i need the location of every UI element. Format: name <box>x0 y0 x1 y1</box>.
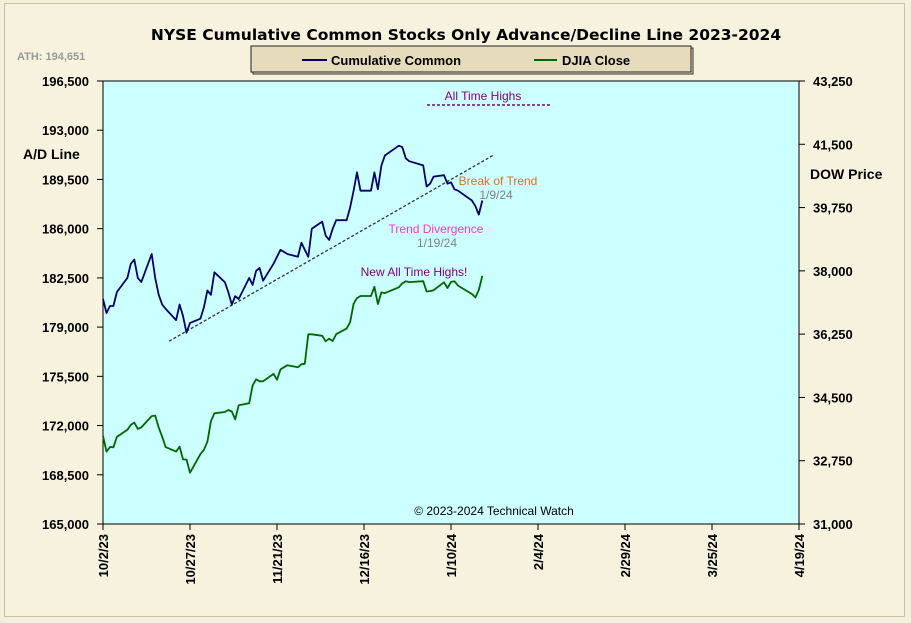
x-axis-tick-label: 3/25/24 <box>705 533 720 577</box>
left-axis-title: A/D Line <box>23 146 80 162</box>
legend-label-cumulative-common: Cumulative Common <box>331 53 461 68</box>
left-axis-tick-label: 165,000 <box>42 517 89 532</box>
copyright-label: © 2023-2024 Technical Watch <box>414 504 574 518</box>
x-axis-tick-label: 10/27/23 <box>183 534 198 585</box>
series-line-cumulative-common <box>102 144 484 334</box>
ath-label: ATH: 194,651 <box>17 51 85 63</box>
right-axis: 31,000 32,750 34,500 36,250 38,000 39,750 41,5… <box>799 74 853 532</box>
x-axis-tick-label: 10/2/23 <box>96 534 111 577</box>
x-axis-tick-label: 2/29/24 <box>618 533 633 577</box>
left-axis-tick-label: 193,000 <box>42 123 89 138</box>
x-axis-tick-label: 11/21/23 <box>270 534 285 584</box>
x-axis-tick-label: 1/10/24 <box>444 533 459 577</box>
x-axis-tick-label: 2/4/24 <box>531 533 546 570</box>
legend-label-djia-close: DJIA Close <box>562 53 630 68</box>
left-axis-tick-label: 179,000 <box>42 320 89 335</box>
series-line-djia-close <box>102 275 484 474</box>
left-axis-tick-label: 175,500 <box>42 369 89 384</box>
left-axis-tick-label: 196,500 <box>42 74 89 89</box>
right-axis-title: DOW Price <box>810 166 883 182</box>
x-axis-tick-label: 4/19/24 <box>792 533 807 577</box>
x-axis-tick-label: 12/16/23 <box>357 534 372 585</box>
right-axis-tick-label: 36,250 <box>813 327 853 342</box>
chart-title: NYSE Cumulative Common Stocks Only Advan… <box>151 26 781 44</box>
left-axis-tick-label: 189,500 <box>42 172 89 187</box>
new-all-time-highs-annotation: New All Time Highs! <box>361 265 468 279</box>
left-axis-tick-label: 186,000 <box>42 222 89 237</box>
trend-divergence-date: 1/19/24 <box>417 236 457 250</box>
right-axis-tick-label: 41,500 <box>813 137 853 152</box>
right-axis-tick-label: 32,750 <box>813 454 853 469</box>
left-axis: 165,000 168,500 172,000 175,500 179,000 182,5… <box>42 74 103 532</box>
right-axis-tick-label: 38,000 <box>813 264 853 279</box>
left-axis-tick-label: 172,000 <box>42 419 89 434</box>
right-axis-tick-label: 31,000 <box>813 517 853 532</box>
right-axis-tick-label: 34,500 <box>813 390 853 405</box>
all-time-highs-annotation: All Time Highs <box>445 89 522 103</box>
plot-area <box>102 80 800 525</box>
left-axis-tick-label: 168,500 <box>42 468 89 483</box>
break-of-trend-date: 1/9/24 <box>479 188 513 202</box>
legend: Cumulative Common DJIA Close <box>250 45 694 75</box>
right-axis-tick-label: 39,750 <box>813 201 853 216</box>
x-axis: 10/2/23 10/27/23 11/21/23 12/16/23 1/10/24 2/… <box>96 524 807 585</box>
right-axis-tick-label: 43,250 <box>813 74 853 89</box>
trendline-group <box>168 154 494 342</box>
trendline <box>168 154 494 342</box>
series-group <box>102 144 484 474</box>
break-of-trend-annotation: Break of Trend <box>459 174 538 188</box>
trend-divergence-annotation: Trend Divergence <box>389 222 484 236</box>
left-axis-tick-label: 182,500 <box>42 271 89 286</box>
